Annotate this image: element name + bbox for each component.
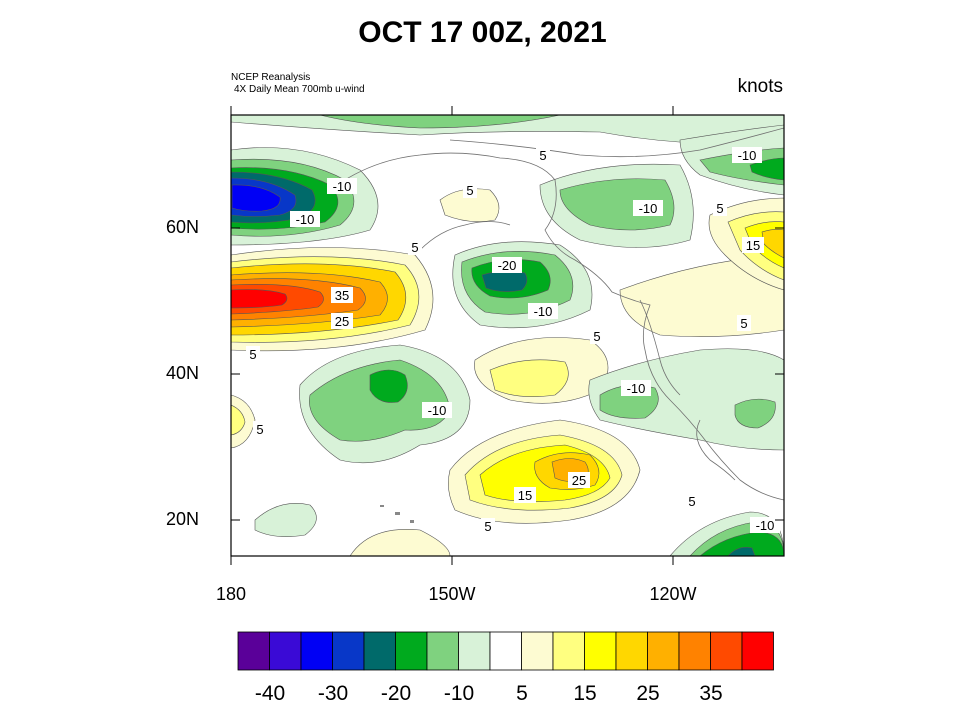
svg-text:5: 5: [411, 240, 418, 255]
hawaii-islands: [380, 505, 414, 523]
lightyellow-south-edge: [349, 529, 451, 556]
neg-wind-blue-nw: [231, 184, 281, 212]
colorbar-swatch: [332, 631, 365, 671]
colorbar-swatch: [300, 631, 333, 671]
colorbar-tick-label: -20: [380, 682, 412, 705]
svg-text:5: 5: [256, 422, 263, 437]
colorbar-swatch: [678, 631, 711, 671]
green-central-north: [559, 178, 675, 231]
svg-text:5: 5: [740, 316, 747, 331]
svg-text:15: 15: [746, 238, 760, 253]
colorbar-tick-label: 35: [699, 682, 723, 705]
colorbar-swatch: [584, 631, 617, 671]
lon-label-150w: 150W: [428, 584, 476, 604]
colorbar-swatch: [269, 631, 302, 671]
amber-canada-east: [761, 229, 784, 259]
lat-label-20n: 20N: [166, 509, 200, 529]
colorbar-swatch: [363, 631, 396, 671]
lightgreen-far-pacific: [254, 503, 317, 537]
green-pacific-central: [309, 359, 451, 442]
svg-text:-10: -10: [296, 212, 315, 227]
colorbar-swatch: [647, 631, 680, 671]
teal-gulf-alaska: [481, 270, 528, 292]
dkgreen-pacific-central: [369, 369, 408, 403]
green-mexico: [734, 398, 776, 429]
colorbar-tick-label: -40: [254, 682, 286, 705]
colorbar-swatch: [521, 631, 554, 671]
svg-text:-10: -10: [333, 179, 352, 194]
colorbar-tick-label: -30: [317, 682, 349, 705]
colorbar-swatch: [710, 631, 743, 671]
svg-text:5: 5: [539, 148, 546, 163]
yellow-pacific-mid: [489, 359, 569, 397]
colorbar-swatch: [458, 631, 491, 671]
colorbar-swatch: [426, 631, 459, 671]
svg-text:35: 35: [335, 288, 349, 303]
colorbar-swatch: [615, 631, 648, 671]
map-title: OCT 17 00Z, 2021: [358, 16, 607, 49]
colorbar-tick-label: 15: [573, 682, 597, 705]
svg-text:-10: -10: [534, 304, 553, 319]
lon-label-120w: 120W: [649, 584, 697, 604]
svg-text:5: 5: [716, 201, 723, 216]
svg-text:-10: -10: [627, 381, 646, 396]
colorbar-tick-label: 25: [636, 682, 660, 705]
colorbar-swatch: [395, 631, 428, 671]
map-frame: [230, 114, 785, 557]
axis-ticks: [230, 106, 784, 565]
svg-text:5: 5: [466, 183, 473, 198]
svg-text:25: 25: [572, 473, 586, 488]
svg-text:5: 5: [484, 519, 491, 534]
svg-text:5: 5: [688, 494, 695, 509]
contour-labels: 5 -10 5 -10 -10 5 15 -10 -20 5 35 25 -10…: [246, 147, 780, 534]
svg-text:5: 5: [593, 329, 600, 344]
lat-label-40n: 40N: [166, 363, 200, 383]
yellow-west-edge: [231, 404, 246, 436]
svg-text:25: 25: [335, 314, 349, 329]
lat-label-60n: 60N: [166, 217, 200, 237]
svg-text:-10: -10: [738, 148, 757, 163]
coastlines: [329, 127, 784, 501]
pos-wind-red-w: [231, 289, 288, 309]
dkgreen-top-right: [749, 157, 784, 181]
colorbar-tick-label: -10: [443, 682, 475, 705]
colorbar-swatch: [489, 631, 522, 671]
lightgreen-socal: [588, 348, 784, 451]
svg-text:5: 5: [249, 347, 256, 362]
colorbar-swatch: [552, 631, 585, 671]
colorbar-tick-label: 5: [516, 682, 528, 705]
svg-text:15: 15: [518, 488, 532, 503]
units-label: knots: [737, 76, 783, 97]
colorbar-swatch: [237, 631, 270, 671]
lon-label-180: 180: [215, 584, 247, 604]
svg-text:-20: -20: [498, 258, 517, 273]
variable-label: 4X Daily Mean 700mb u-wind: [234, 84, 365, 95]
colorbar: [237, 631, 774, 671]
svg-text:-10: -10: [639, 201, 658, 216]
source-label: NCEP Reanalysis: [231, 72, 311, 83]
svg-text:-10: -10: [428, 403, 447, 418]
green-band-top: [319, 115, 561, 129]
colorbar-swatch: [741, 631, 774, 671]
svg-text:-10: -10: [756, 518, 775, 533]
